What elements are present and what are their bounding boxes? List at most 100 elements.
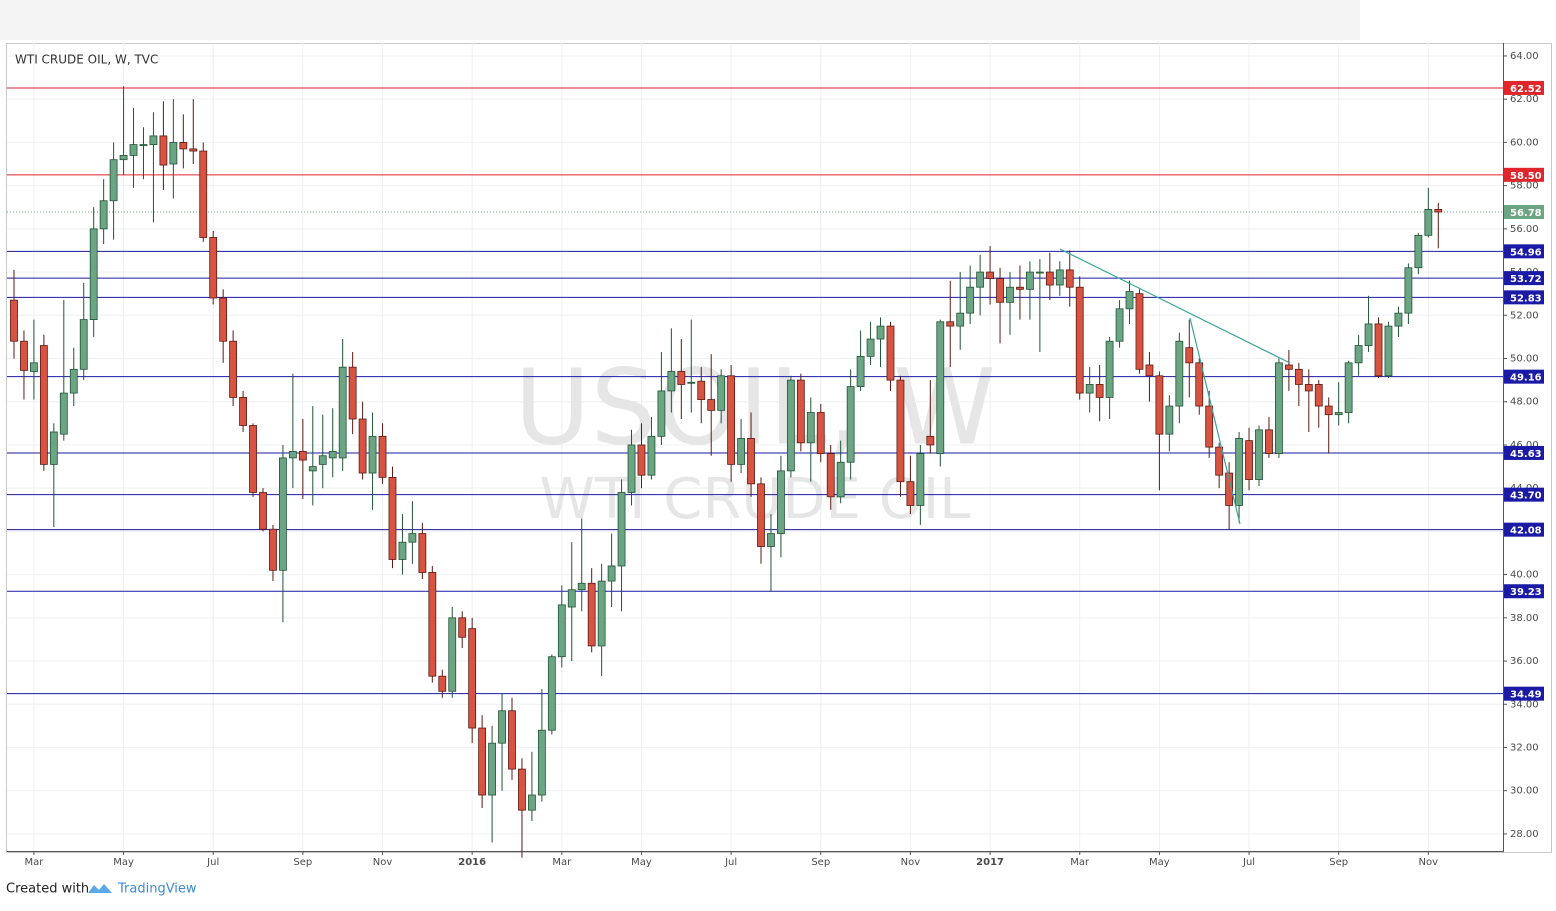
candle-body [1284, 364, 1293, 370]
candle-body [368, 435, 377, 474]
last-price-box [1504, 204, 1544, 219]
candle-body [308, 466, 317, 472]
watermark: WTI CRUDE OIL [540, 467, 971, 532]
candle-body [328, 451, 337, 459]
candle-body [757, 483, 765, 547]
x-tick-label: Mar [1070, 857, 1090, 868]
candle-body [1265, 429, 1273, 454]
candle-body [1045, 271, 1054, 286]
candle-body [428, 572, 437, 677]
y-tick-label: 56.00 [1510, 224, 1539, 235]
candle-body [1275, 362, 1283, 454]
candle-body [338, 366, 347, 459]
y-tick-label: 58.00 [1510, 181, 1539, 192]
x-tick-label: Mar [24, 857, 44, 868]
candle-body [986, 271, 994, 279]
candle-body [966, 286, 975, 314]
candle-body [358, 418, 367, 474]
x-tick-label: May [631, 857, 652, 868]
candle-body [617, 492, 626, 567]
candle-body [79, 319, 88, 370]
candle-body [1195, 362, 1204, 407]
level-box [1504, 487, 1544, 502]
candle-body [488, 742, 496, 796]
candle-body [518, 768, 526, 811]
candle-body [677, 371, 686, 385]
y-tick-label: 62.00 [1510, 94, 1539, 105]
level-label: 43.70 [1510, 491, 1542, 502]
level-label: 58.50 [1510, 171, 1542, 182]
candle-body [1324, 405, 1333, 416]
candle-body [1314, 384, 1323, 407]
candle-body [448, 617, 457, 692]
candle-body [1344, 362, 1353, 413]
y-tick-label: 40.00 [1510, 570, 1539, 581]
candle-body [239, 397, 247, 426]
candle-body [1135, 293, 1144, 370]
y-tick-label: 34.00 [1510, 699, 1539, 710]
x-tick-label: Sep [1329, 857, 1348, 868]
x-tick-label: Nov [901, 857, 921, 868]
level-label: 45.63 [1510, 449, 1542, 460]
level-box [1504, 686, 1544, 701]
candle-body [129, 144, 138, 156]
level-box [1504, 244, 1544, 259]
candle-body [687, 381, 696, 384]
candle-body [906, 481, 915, 506]
candle-body [59, 392, 68, 435]
footer-text: Created with [6, 882, 89, 897]
candle-body [777, 470, 785, 534]
candle-body [1016, 286, 1024, 290]
candle-body [1065, 269, 1074, 288]
candle-body [1175, 340, 1184, 407]
candle-body [846, 386, 855, 463]
candle-body [976, 271, 985, 288]
y-tick-label: 30.00 [1510, 786, 1539, 797]
candle-body [219, 297, 228, 342]
candle-body [836, 461, 845, 498]
level-label: 52.83 [1510, 293, 1542, 304]
level-box [1504, 369, 1544, 384]
last-price-label: 56.78 [1510, 208, 1542, 219]
trend-line [1059, 248, 1291, 364]
footer-brand[interactable]: TradingView [117, 882, 197, 897]
x-tick-label: 2016 [458, 857, 486, 868]
candle-body [39, 345, 48, 465]
candle-body [179, 142, 188, 150]
level-box [1504, 271, 1544, 286]
level-box [1504, 167, 1544, 182]
candle-body [1105, 340, 1114, 398]
y-tick-label: 38.00 [1510, 613, 1539, 624]
y-tick-label: 28.00 [1510, 829, 1539, 840]
level-box [1504, 445, 1544, 460]
candle-body [498, 710, 506, 744]
candle-body [1304, 384, 1313, 392]
candle-body [49, 431, 58, 465]
candle-body [896, 379, 905, 483]
candle-body [1225, 472, 1234, 506]
candle-body [607, 565, 616, 582]
candle-body [119, 154, 128, 161]
candle-body [537, 729, 546, 796]
x-tick-label: Nov [373, 857, 393, 868]
candle-body [189, 148, 198, 152]
candle-body [737, 438, 745, 465]
candle-body [1155, 375, 1164, 435]
y-tick-label: 48.00 [1510, 397, 1539, 408]
candle-body [418, 533, 427, 573]
candle-body [1424, 208, 1433, 236]
candle-body [946, 321, 955, 327]
candle-body [468, 628, 477, 729]
candle-body [796, 379, 805, 444]
candle-body [1374, 323, 1383, 377]
candle-body [1235, 438, 1243, 506]
candle-body [936, 321, 945, 454]
candle-body [1364, 323, 1373, 346]
candle-body [398, 541, 407, 560]
y-tick-label: 36.00 [1510, 656, 1539, 667]
candle-body [1085, 384, 1094, 394]
candle-body [856, 355, 865, 387]
candle-body [458, 617, 467, 638]
level-box [1504, 522, 1544, 537]
